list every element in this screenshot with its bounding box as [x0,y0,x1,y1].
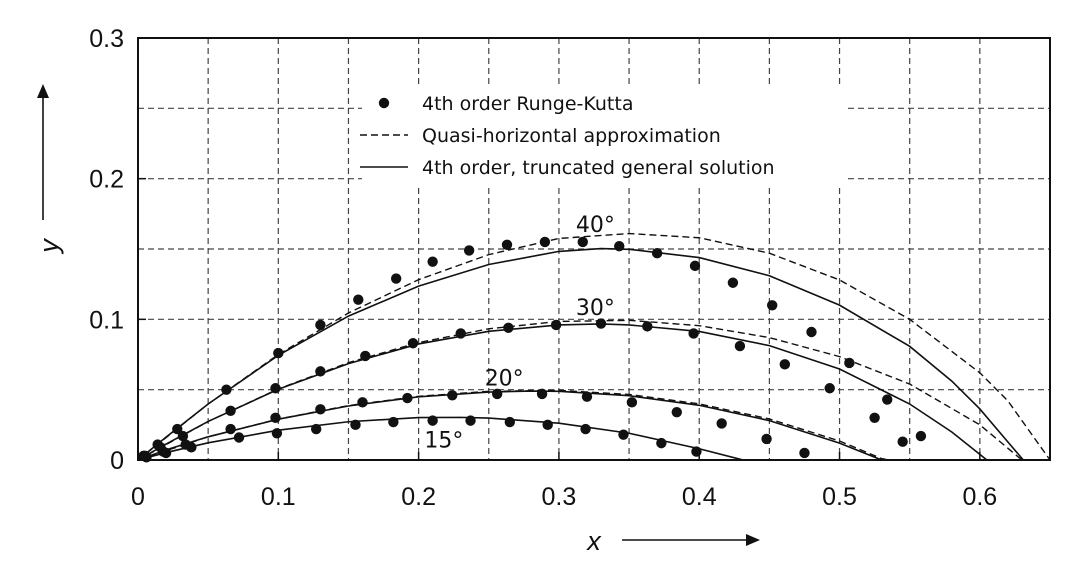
curve-label: 15° [424,428,463,453]
series-point [221,384,232,395]
legend-label: Quasi-horizontal approximation [422,125,721,147]
x-tick-label: 0.1 [261,483,296,511]
series-point [315,319,326,331]
series-point [626,397,638,408]
series-point [536,388,548,400]
legend-label: 4th order, truncated general solution [422,157,775,179]
series-point [691,446,702,457]
series-point [688,328,699,339]
series-point [455,328,466,339]
series-point [491,388,503,400]
series-point [542,419,553,431]
series-point [618,429,629,440]
series-point [651,248,663,259]
series-point [806,326,817,338]
series-point [539,236,551,248]
series-point [580,423,591,435]
series-point [427,256,438,267]
series-point [177,430,189,442]
curve-label: 20° [485,366,524,391]
series-point [270,383,281,394]
series-point [390,273,402,284]
series-point [465,415,476,426]
series-point [581,391,593,402]
series-point [360,350,371,362]
series-point [577,236,588,248]
series-point [799,447,810,459]
series-point [595,318,607,329]
series-point [186,442,197,453]
series-point [761,433,772,445]
series-point [779,359,791,370]
x-tick-label: 0.4 [682,483,717,511]
series-point [501,239,513,250]
series-point [353,294,364,305]
y-tick-label: 0.1 [89,306,124,334]
series-point [270,412,281,423]
series-point [225,423,236,435]
y-tick-label: 0.3 [89,25,124,53]
x-axis-label: x [585,526,602,556]
curve-label: 40° [576,213,615,238]
curve-label: 30° [576,296,615,321]
series-point [273,347,284,359]
series-point [671,406,682,418]
series-point [727,277,739,288]
series-point [357,397,368,408]
series-point [271,428,283,439]
series-point [915,430,927,442]
y-axis-label: y [34,238,64,255]
y-tick-label: 0.2 [89,166,124,194]
x-tick-label: 0.2 [401,483,436,511]
series-point [656,437,667,449]
series-point [716,418,727,429]
x-tick-label: 0 [131,483,145,511]
series-point [766,300,778,311]
series-point [407,338,419,349]
series-point [614,240,625,252]
legend-label: 4th order Runge-Kutta [422,93,633,115]
series-point [315,366,326,377]
x-tick-label: 0.6 [962,483,997,511]
x-tick-label: 0.3 [542,483,577,511]
plot-frame [137,37,1051,461]
series-point [350,419,361,431]
series-point [225,405,236,416]
series-point [315,404,326,415]
series-point [233,432,245,443]
legend-dot-symbol [378,97,390,109]
series-point [869,412,880,423]
series-point [824,383,835,394]
series-point [427,415,438,426]
series-point [734,340,746,352]
series-point [882,394,893,405]
series-point [689,260,701,272]
series-point [844,357,855,369]
x-tick-label: 0.5 [822,483,857,511]
series-point [172,423,183,435]
series-dashed-line [137,232,1051,461]
series-point [642,321,653,332]
y-axis-arrow-head [37,84,49,98]
series-point [402,392,413,404]
series-point [503,322,514,333]
series-point [388,416,399,428]
series-point [550,319,562,331]
series-point [160,447,172,459]
series-point [463,245,475,256]
y-tick-label: 0 [110,447,124,475]
series-point [310,423,322,435]
legend-box [362,86,846,186]
x-axis-arrow-head [746,534,760,546]
series-point [897,436,908,447]
series-point [504,416,516,428]
series-point [447,390,458,401]
